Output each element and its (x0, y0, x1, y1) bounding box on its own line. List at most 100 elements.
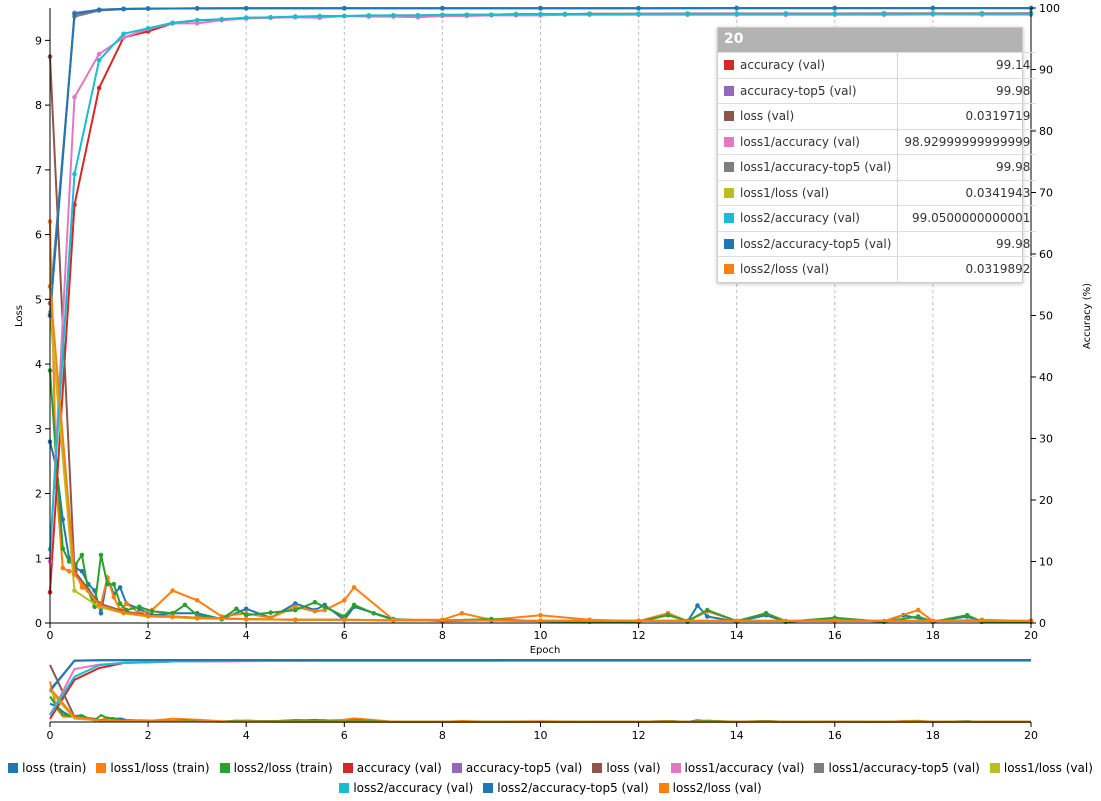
data-point[interactable] (489, 12, 494, 18)
data-point[interactable] (881, 11, 887, 17)
data-point[interactable] (293, 14, 298, 19)
data-point[interactable] (930, 11, 936, 17)
data-point[interactable] (194, 615, 200, 621)
data-point[interactable] (705, 614, 710, 619)
data-point[interactable] (293, 601, 298, 606)
data-point[interactable] (268, 14, 274, 20)
data-point[interactable] (72, 11, 77, 17)
data-point[interactable] (930, 5, 936, 11)
series-loss2-loss-val-[interactable] (47, 284, 1034, 624)
data-point[interactable] (117, 601, 123, 606)
data-point[interactable] (243, 616, 249, 622)
legend-item[interactable]: loss1/loss (val) (989, 758, 1093, 778)
legend-item[interactable]: loss1/accuracy (val) (670, 758, 804, 778)
data-point[interactable] (60, 546, 66, 551)
series-line[interactable] (49, 286, 1031, 622)
data-point[interactable] (111, 581, 117, 587)
data-point[interactable] (243, 606, 249, 612)
data-point[interactable] (243, 6, 249, 11)
data-point[interactable] (440, 618, 445, 623)
data-point[interactable] (440, 5, 445, 11)
series-loss2-accuracy-val-[interactable] (47, 11, 1034, 552)
data-point[interactable] (121, 31, 126, 37)
data-point[interactable] (705, 607, 710, 613)
legend-item[interactable]: loss2/accuracy (val) (339, 778, 473, 798)
data-point[interactable] (930, 618, 936, 624)
data-point[interactable] (832, 5, 838, 11)
data-point[interactable] (96, 602, 102, 608)
data-point[interactable] (293, 617, 298, 623)
data-point[interactable] (351, 602, 357, 608)
data-point[interactable] (763, 611, 769, 616)
series-line[interactable] (49, 12, 1031, 550)
data-point[interactable] (538, 618, 543, 623)
data-point[interactable] (98, 611, 104, 616)
data-point[interactable] (342, 13, 347, 19)
data-point[interactable] (194, 6, 200, 11)
data-point[interactable] (72, 171, 77, 177)
data-point[interactable] (440, 12, 445, 18)
data-point[interactable] (96, 85, 102, 91)
data-point[interactable] (79, 568, 85, 574)
data-point[interactable] (734, 11, 739, 17)
data-point[interactable] (322, 604, 328, 610)
data-point[interactable] (538, 11, 543, 17)
data-point[interactable] (145, 613, 151, 619)
data-point[interactable] (734, 5, 739, 11)
data-point[interactable] (124, 601, 129, 606)
data-point[interactable] (105, 581, 110, 587)
data-point[interactable] (145, 6, 151, 11)
data-point[interactable] (96, 7, 102, 13)
data-point[interactable] (783, 11, 789, 17)
main-plot[interactable] (47, 5, 1034, 624)
data-point[interactable] (194, 18, 200, 23)
data-point[interactable] (293, 604, 298, 610)
data-point[interactable] (121, 610, 126, 615)
data-point[interactable] (391, 618, 396, 623)
data-point[interactable] (371, 611, 377, 616)
data-point[interactable] (145, 26, 151, 31)
data-point[interactable] (342, 614, 347, 619)
data-point[interactable] (111, 594, 117, 600)
data-point[interactable] (117, 585, 123, 590)
data-point[interactable] (182, 602, 188, 608)
data-point[interactable] (293, 607, 298, 613)
data-point[interactable] (832, 618, 838, 624)
data-point[interactable] (587, 11, 592, 17)
legend-item[interactable]: loss1/loss (train) (96, 758, 210, 778)
data-point[interactable] (234, 606, 239, 612)
data-point[interactable] (415, 13, 421, 18)
data-point[interactable] (832, 11, 838, 17)
data-point[interactable] (464, 12, 470, 18)
data-point[interactable] (170, 614, 175, 619)
data-point[interactable] (351, 585, 357, 590)
data-point[interactable] (149, 609, 155, 614)
data-point[interactable] (964, 612, 970, 618)
data-point[interactable] (695, 603, 700, 608)
data-point[interactable] (170, 611, 175, 616)
legend-item[interactable]: loss (val) (592, 758, 661, 778)
data-point[interactable] (121, 6, 126, 12)
data-point[interactable] (342, 598, 347, 603)
data-point[interactable] (194, 598, 200, 603)
data-point[interactable] (243, 15, 249, 21)
data-point[interactable] (459, 611, 465, 616)
data-point[interactable] (317, 13, 323, 19)
data-point[interactable] (391, 13, 396, 18)
data-point[interactable] (685, 11, 690, 17)
legend-item[interactable]: accuracy (val) (342, 758, 442, 778)
data-point[interactable] (243, 612, 249, 618)
data-point[interactable] (342, 617, 347, 623)
data-point[interactable] (170, 588, 175, 593)
data-point[interactable] (665, 612, 671, 618)
data-point[interactable] (170, 20, 175, 26)
legend-item[interactable]: loss2/loss (val) (658, 778, 762, 798)
legend-item[interactable]: accuracy-top5 (val) (451, 758, 582, 778)
data-point[interactable] (72, 572, 77, 577)
data-point[interactable] (734, 618, 739, 624)
series-loss2-accuracy-top5-val-[interactable] (47, 5, 1034, 318)
data-point[interactable] (96, 51, 102, 57)
data-point[interactable] (366, 13, 372, 18)
legend-item[interactable]: loss (train) (8, 758, 86, 778)
data-point[interactable] (538, 612, 543, 618)
